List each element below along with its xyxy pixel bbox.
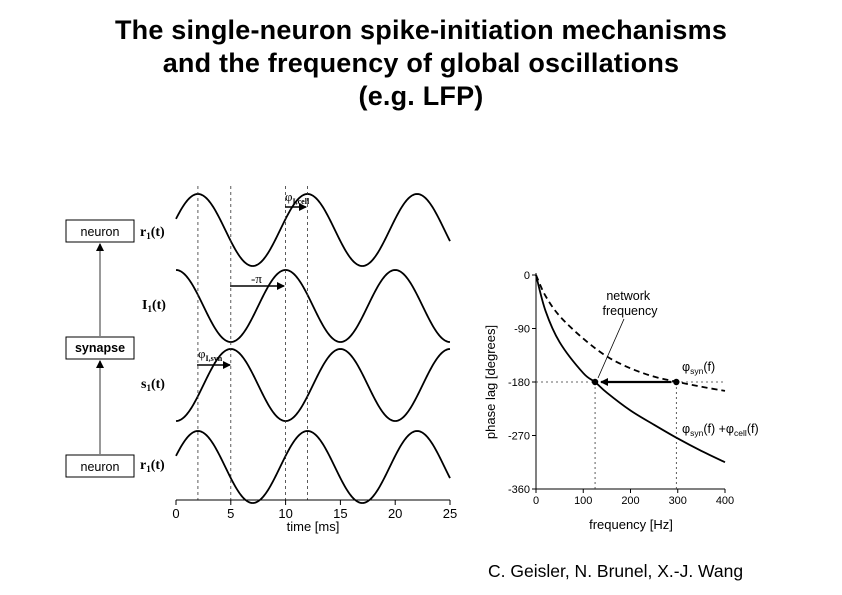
label-phi-syn-curve: φsyn(f) — [682, 360, 715, 376]
marker-1 — [591, 378, 599, 386]
left-tick-label: 25 — [443, 506, 457, 521]
phase-lag-plot: 0 100 200 300 400 0 -90 -180 -270 -360 — [508, 270, 734, 507]
trace-3 — [175, 348, 451, 422]
right-x-tick-label: 0 — [533, 495, 539, 507]
neuron-box-top-label: neuron — [81, 225, 120, 239]
label-minus-pi: -π — [251, 271, 262, 286]
neuron-box-bottom-label: neuron — [81, 460, 120, 474]
right-x-tick-label: 400 — [716, 495, 734, 507]
annotation-line-1: network — [606, 289, 651, 303]
title-line-1: The single-neuron spike-initiation mecha… — [114, 15, 728, 45]
annotation-pointer — [597, 318, 625, 379]
phi-sum-curve — [535, 274, 726, 464]
left-tick-label: 5 — [227, 506, 234, 521]
row-label-r1-top: r1(t) — [140, 225, 165, 241]
synapse-box-label: synapse — [75, 341, 125, 355]
slide-title: The single-neuron spike-initiation mecha… — [0, 14, 842, 113]
left-x-label: time [ms] — [287, 519, 340, 534]
right-y-tick-label: 0 — [524, 270, 530, 282]
phi-syn-curve — [535, 274, 726, 392]
right-x-tick-label: 100 — [574, 495, 592, 507]
right-y-tick-label: -90 — [514, 324, 530, 336]
label-phi-sum-curve: φsyn(f) +φcell(f) — [682, 422, 759, 438]
right-x-tick-label: 300 — [669, 495, 687, 507]
row-label-r1-bottom: r1(t) — [140, 458, 165, 474]
neuron-box-top — [65, 219, 135, 243]
label-phi-cell: φI,cell — [285, 189, 310, 206]
network-frequency-annotation: network frequency — [603, 289, 659, 318]
left-tick-label: 20 — [388, 506, 402, 521]
title-line-2: and the frequency of global oscillations — [162, 48, 680, 78]
left-x-ticks: 0 5 10 15 20 25 — [172, 500, 457, 521]
right-panel: 0 100 200 300 400 0 -90 -180 -270 -360 phase lag … — [483, 270, 759, 532]
trace-2 — [175, 269, 451, 343]
row-label-i1: I1(t) — [142, 298, 166, 314]
right-y-tick-label: -270 — [508, 431, 530, 443]
title-line-3: (e.g. LFP) — [358, 81, 484, 111]
neuron-box-bottom — [65, 454, 135, 478]
right-x-label: frequency [Hz] — [589, 517, 673, 532]
synapse-box — [65, 336, 135, 360]
trace-1 — [175, 193, 451, 267]
label-phi-syn: φI,syn — [198, 346, 223, 363]
author-credit: C. Geisler, N. Brunel, X.-J. Wang — [488, 561, 744, 581]
left-tick-label: 0 — [172, 506, 179, 521]
right-y-label: phase lag [degrees] — [483, 325, 498, 439]
left-dashed-lines — [197, 186, 308, 500]
trace-4 — [175, 430, 451, 504]
left-panel: r1(t) I1(t) s1(t) r1(t) 0 5 10 15 20 25 time … — [140, 186, 457, 534]
block-diagram: neuron synapse neuron — [65, 219, 135, 478]
right-y-tick-label: -360 — [508, 484, 530, 496]
marker-2 — [673, 378, 680, 386]
left-tick-label: 15 — [333, 506, 347, 521]
annotation-line-2: frequency — [603, 304, 659, 318]
row-label-s1: s1(t) — [141, 377, 165, 393]
right-x-tick-label: 200 — [621, 495, 639, 507]
left-tick-label: 10 — [278, 506, 292, 521]
right-y-tick-label: -180 — [508, 377, 530, 389]
left-waves — [175, 193, 451, 504]
